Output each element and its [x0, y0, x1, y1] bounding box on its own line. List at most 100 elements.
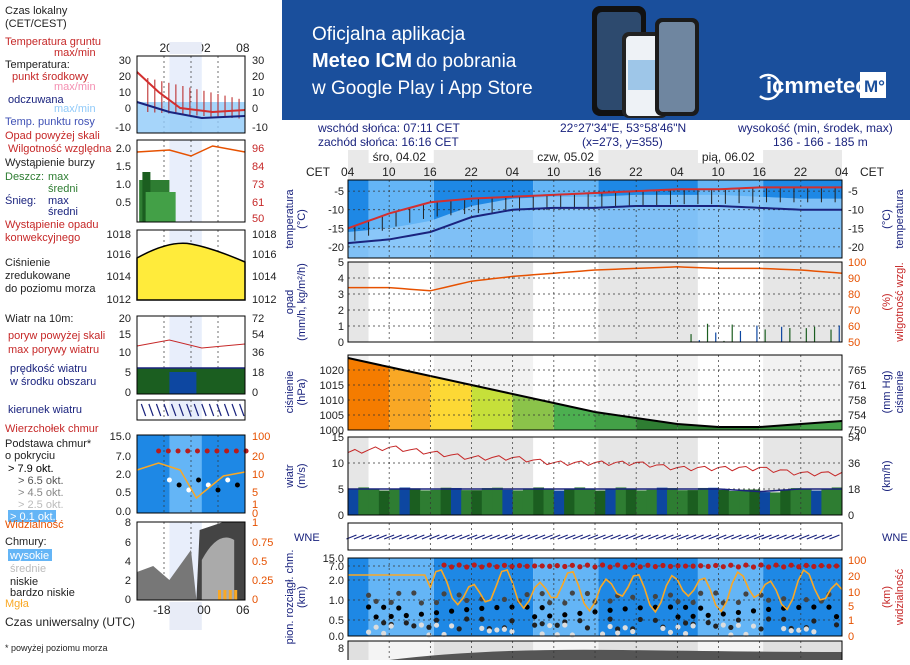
cloud-base-dot: [584, 562, 591, 568]
hour-tick: 16: [423, 165, 437, 179]
legend-wind-arrow: [231, 403, 237, 417]
temperature-label: Temperatura:: [5, 59, 70, 71]
y-tick-label: 0: [338, 510, 344, 522]
y2-tick-label: 750: [848, 425, 866, 437]
cloud-base-dot: [758, 562, 764, 568]
legend-tick-left: 2.0: [116, 469, 131, 481]
wind-speed-bar: [800, 489, 812, 515]
wind-arrow: [391, 534, 402, 540]
cloud-base-dot: [381, 604, 387, 610]
panel-frame: [347, 557, 843, 637]
cloud-base-dot: [682, 620, 689, 626]
wind-speed-bar: [595, 490, 606, 515]
legend-tick-right: 0: [252, 103, 258, 115]
visibility-label: Widzialność: [5, 519, 64, 531]
cloud-base-dot: [811, 604, 817, 610]
legend-tick-left: 0: [125, 594, 131, 606]
cloud-base-dot: [690, 613, 696, 619]
wind-arrow: [783, 534, 795, 540]
legend-pressure-area: [136, 242, 246, 301]
cloud-base-dot: [562, 600, 568, 606]
dew-label: Temp. punktu rosy: [5, 116, 95, 128]
day-band: [368, 523, 434, 550]
cloud-base-dot: [698, 590, 704, 596]
cloud-base-dot: [637, 564, 643, 570]
legend-tick-left: 10: [119, 347, 131, 359]
humidity-ylabel: wilgotność wzgl.: [894, 262, 906, 342]
cloud-base-dot: [411, 623, 417, 629]
legend-tick-right: 1014: [252, 271, 276, 283]
cloud-base-dot: [509, 563, 515, 570]
legend-tick-left: 2: [125, 575, 131, 587]
cloud-base-dot: [682, 604, 689, 610]
snow-label: Śnieg:: [5, 194, 36, 207]
hour-tick: 10: [382, 165, 396, 179]
y-tick-label: 15.0: [323, 553, 344, 565]
cloud-base-dot: [765, 616, 772, 622]
panel-frame: [347, 354, 843, 431]
wind-speed-bar: [821, 489, 833, 515]
legend-precip-panel: 2.0 1.5 1.0 0.5 96 84 73 61 50: [116, 139, 264, 225]
y-tick-label: 10: [332, 458, 344, 470]
cet-label-left: CET: [306, 165, 331, 179]
elevation-value: 136 - 166 - 185 m: [773, 135, 868, 149]
pressure-label3: do poziomu morza: [5, 283, 96, 295]
wind-speed-bar: [615, 487, 627, 515]
wind-speed-bar: [348, 489, 359, 515]
wind-speed-bar: [790, 488, 802, 515]
day-band: [368, 262, 434, 342]
wind-arrow: [602, 534, 614, 540]
wind-direction-panel: WNE WNE: [294, 522, 908, 551]
icmmeteo-logo: icmmeteo M°: [759, 72, 886, 101]
cloud-base-dot: [615, 562, 621, 568]
banner-line2: Meteo ICM: [312, 50, 412, 72]
y-tick-label: 1.0: [329, 595, 344, 607]
wind-arrow: [406, 534, 418, 540]
pressure-area-segment: [389, 367, 431, 430]
okt79-label: > 7.9 okt.: [8, 463, 54, 475]
cloud-base-dot: [554, 563, 560, 569]
cloud-base-dot: [464, 616, 470, 622]
night-band: [763, 558, 842, 636]
wind-arrow: [368, 534, 380, 540]
wind-arrow: [806, 534, 818, 540]
precip-above-label: Opad powyżej skali: [5, 130, 100, 142]
cloud-base-dot: [426, 624, 432, 630]
cloud-base-dot: [532, 563, 538, 569]
legend-tick-left: 1014: [107, 271, 131, 283]
wind-arrow: [534, 534, 546, 540]
cloud-base-dot: [607, 623, 613, 630]
legend-cloud-dot: [214, 448, 220, 454]
legend-cloud-dot: [176, 482, 182, 488]
wind-arrow: [655, 534, 667, 540]
wind-speed-bar: [461, 490, 472, 515]
cloud-base-dot: [509, 618, 515, 624]
cloud-base-dot: [728, 624, 734, 631]
wind-speed-bar: [378, 490, 390, 515]
rain-mid-label: średni: [48, 183, 78, 195]
cloud-base-dot: [750, 564, 757, 570]
legend-tick-right: 0.5: [252, 556, 267, 568]
cloud-base-dot: [516, 563, 523, 569]
night-band: [763, 355, 842, 430]
cloud-base-dot: [811, 629, 817, 635]
wind-speed-bar: [533, 487, 545, 515]
cloud-base-dot: [788, 628, 794, 634]
wind-ylabel: wiatr: [284, 464, 296, 489]
cloud-base-dot: [494, 604, 500, 611]
cloud-base-dot: [486, 562, 492, 568]
day-band: [697, 355, 764, 430]
y2-tick-label: 100: [848, 555, 866, 567]
footnote-label: * powyżej poziomu morza: [5, 643, 108, 653]
legend-wind-arrow: [186, 403, 192, 417]
app-banner[interactable]: Oficjalna aplikacja Meteo ICM do pobrani…: [282, 0, 910, 120]
visibility-ylabel: widzialność: [894, 568, 906, 626]
y2-tick-label: -20: [848, 242, 864, 254]
legend-fog-bar: [228, 590, 232, 600]
legend-wind-arrow: [216, 403, 222, 417]
cloud-base-dot: [637, 616, 643, 623]
wind-arrow: [466, 534, 478, 540]
cloud-base-dot: [418, 600, 425, 606]
wind-unit-right: (km/h): [881, 460, 893, 491]
